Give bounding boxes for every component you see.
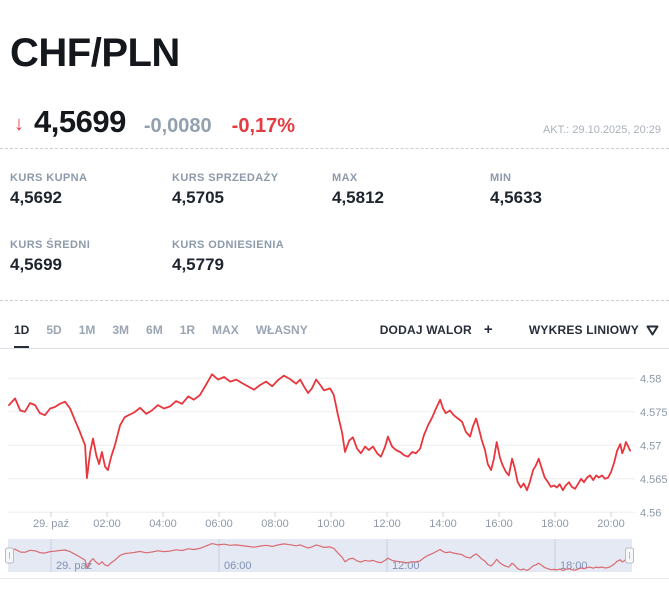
stat-value: 4,5692 (10, 188, 62, 207)
stat-value: 4,5812 (332, 188, 384, 207)
x-axis-label: 12:00 (373, 518, 401, 530)
range-tab-3m[interactable]: 3M (112, 323, 130, 337)
divider (0, 300, 669, 301)
stat-value: 4,5779 (172, 255, 224, 274)
last-update-timestamp: AKT.: 29.10.2025, 20:29 (542, 124, 661, 136)
navigator-label: 06:00 (224, 560, 252, 572)
range-tab-max[interactable]: MAX (212, 323, 239, 337)
x-axis-label: 29. paź (33, 518, 69, 530)
range-tab-1d[interactable]: 1D (14, 312, 30, 348)
x-axis-label: 08:00 (261, 518, 289, 530)
x-axis-label: 04:00 (149, 518, 177, 530)
range-tab-5d[interactable]: 5D (46, 323, 62, 337)
add-asset-label: DODAJ WALOR (379, 323, 472, 337)
x-axis-label: 18:00 (541, 518, 569, 530)
range-tab-1r[interactable]: 1R (179, 323, 196, 337)
arrow-down-icon: ↓ (14, 113, 24, 135)
current-price: 4,5699 (34, 104, 126, 139)
stat-label: KURS KUPNA (10, 172, 88, 184)
stat-label: MAX (332, 172, 358, 184)
chart-type-label: WYKRES LINIOWY (528, 323, 639, 337)
stat-label: MIN (490, 172, 512, 184)
y-axis-label: 4.58 (640, 373, 661, 385)
x-axis-label: 20:00 (597, 518, 625, 530)
stat-kurs-sredni: KURS ŚREDNI 4,5699 (10, 239, 90, 275)
x-axis-label: 10:00 (317, 518, 345, 530)
chart-type-dropdown[interactable]: WYKRES LINIOWY (529, 323, 659, 337)
navigator-handle-left[interactable] (5, 547, 14, 564)
stat-value: 4,5699 (10, 255, 62, 274)
price-change: -0,0080 (143, 115, 212, 137)
navigator-background[interactable] (8, 539, 632, 572)
price-chart[interactable]: 4.58 4.575 4.57 4.565 4.56 29. paź 02:00 04:00 0… (0, 350, 669, 534)
navigator-label: 12:00 (392, 560, 420, 572)
plus-icon: + (483, 320, 493, 338)
range-tabs: 1D 5D 1M 3M 6M 1R MAX WŁASNY (14, 312, 308, 348)
add-asset-button[interactable]: DODAJ WALOR + (379, 320, 493, 339)
price-change-percent: -0,17% (231, 115, 296, 137)
y-axis-label: 4.575 (640, 407, 668, 419)
quote-row: ↓ 4,5699 -0,0080 -0,17% (14, 104, 295, 140)
toolbar-right: DODAJ WALOR + WYKRES LINIOWY (379, 320, 659, 339)
divider (0, 578, 669, 579)
y-axis-labels: 4.58 4.575 4.57 4.565 4.56 (640, 373, 668, 519)
x-axis-label: 16:00 (485, 518, 513, 530)
range-tab-1m[interactable]: 1M (78, 323, 96, 337)
price-line-series (8, 373, 631, 492)
stat-kurs-sprzedazy: KURS SPRZEDAŻY 4,5705 (172, 172, 278, 208)
divider (0, 148, 669, 149)
stat-label: KURS ŚREDNI (10, 239, 91, 251)
chart-navigator[interactable]: 29. paź 06:00 12:00 18:00 (0, 534, 669, 578)
stat-min: MIN 4,5633 (490, 172, 542, 208)
stat-label: KURS SPRZEDAŻY (172, 172, 279, 184)
x-axis: 29. paź 02:00 04:00 06:00 08:00 10:00 12:00 14:… (33, 512, 625, 530)
x-axis-label: 14:00 (429, 518, 457, 530)
x-axis-label: 02:00 (93, 518, 121, 530)
stat-kurs-odniesienia: KURS ODNIESIENIA 4,5779 (172, 239, 284, 275)
stat-label: KURS ODNIESIENIA (172, 239, 285, 251)
page-title: CHF/PLN (10, 30, 180, 75)
navigator-handle-right[interactable] (625, 547, 634, 564)
y-axis-label: 4.57 (640, 440, 661, 452)
x-axis-label: 06:00 (205, 518, 233, 530)
navigator-svg[interactable]: 29. paź 06:00 12:00 18:00 (0, 534, 669, 578)
y-axis-label: 4.565 (640, 474, 668, 486)
navigator-label: 29. paź (56, 560, 92, 572)
y-gridlines (8, 377, 635, 513)
stat-value: 4,5633 (490, 188, 542, 207)
chart-toolbar: 1D 5D 1M 3M 6M 1R MAX WŁASNY DODAJ WALOR… (0, 312, 669, 349)
stat-max: MAX 4,5812 (332, 172, 384, 208)
navigator-line-series (8, 543, 631, 572)
triangle-down-icon (646, 325, 659, 335)
price-chart-svg[interactable]: 4.58 4.575 4.57 4.565 4.56 29. paź 02:00 04:00 0… (0, 350, 669, 534)
range-tab-6m[interactable]: 6M (146, 323, 163, 337)
stat-kurs-kupna: KURS KUPNA 4,5692 (10, 172, 87, 208)
y-axis-label: 4.56 (640, 507, 661, 519)
stat-value: 4,5705 (172, 188, 224, 207)
range-tab-wlasny[interactable]: WŁASNY (255, 323, 308, 337)
